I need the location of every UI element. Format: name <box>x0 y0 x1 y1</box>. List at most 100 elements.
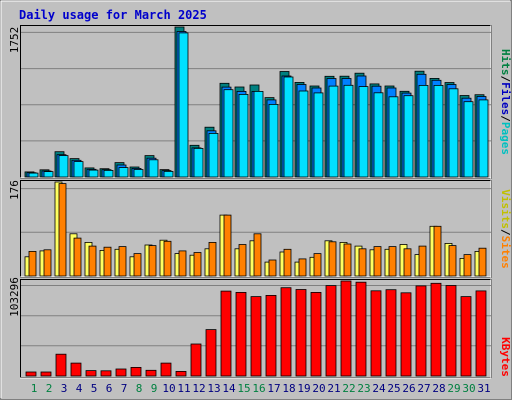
x-tick-label: 27 <box>417 382 430 395</box>
legend-separator: / <box>499 115 512 122</box>
bar-pages-day-26: Pages 26: 950 <box>403 95 414 178</box>
bar-kbytes-day-10: KBytes 10: 14000 <box>160 362 172 377</box>
bar-pages-day-20: Pages 20: 982 <box>313 92 324 178</box>
panel-top-bars: Hits 1: 60Hits 2: 84Hits 3: 296Hits 4: 2… <box>24 26 489 178</box>
bar-pages-day-2: Pages 2: 63 <box>43 171 54 178</box>
x-tick-label: 8 <box>136 382 143 395</box>
x-tick-label: 30 <box>462 382 475 395</box>
bar-pages-day-23: Pages 23: 1056 <box>358 86 369 178</box>
bar-kbytes-day-16: KBytes 16: 86300 <box>250 296 262 377</box>
bar-sites-day-1: Sites 1: 46 <box>28 250 37 277</box>
bar-pages-day-29: Pages 29: 1030 <box>448 88 459 178</box>
legend-visits: Visits <box>499 189 512 229</box>
bar-sites-day-16: Sites 16: 79 <box>253 233 262 277</box>
x-tick-label: 21 <box>327 382 340 395</box>
bar-kbytes-day-26: KBytes 26: 90500 <box>400 292 412 377</box>
panel-middle-bars: Visits 1: 36Visits 2: 47Visits 3: 176Vis… <box>24 181 487 277</box>
x-tick-label: 24 <box>372 382 386 395</box>
panel-bottom-legend: KBytes <box>499 337 512 377</box>
x-tick-label: 2 <box>46 382 53 395</box>
bar-pages-day-1: Pages 1: 45 <box>28 172 39 178</box>
bar-sites-day-13: Sites 13: 63 <box>208 241 217 277</box>
bar-kbytes-day-27: KBytes 27: 98000 <box>415 285 427 377</box>
x-tick-label: 12 <box>192 382 205 395</box>
bar-sites-day-29: Sites 29: 57 <box>448 245 457 277</box>
bar-sites-day-7: Sites 7: 55 <box>118 246 127 277</box>
bar-kbytes-day-21: KBytes 21: 98300 <box>325 285 337 377</box>
bar-sites-day-23: Sites 23: 51 <box>358 248 367 277</box>
x-tick-label: 20 <box>312 382 325 395</box>
bar-pages-day-22: Pages 22: 1071 <box>343 84 354 178</box>
bar-sites-day-8: Sites 8: 42 <box>133 253 142 277</box>
bar-pages-day-21: Pages 21: 1062 <box>328 85 339 178</box>
legend-hits: Hits <box>499 49 512 76</box>
bar-pages-day-19: Pages 19: 1005 <box>298 90 309 178</box>
bar-kbytes-day-31: KBytes 31: 92500 <box>475 290 487 377</box>
legend-separator: / <box>499 229 512 236</box>
x-tick-label: 22 <box>342 382 355 395</box>
chart-title: Daily usage for March 2025 <box>19 8 207 22</box>
bar-sites-day-10: Sites 10: 65 <box>163 240 172 277</box>
bar-kbytes-day-5: KBytes 5: 5900 <box>85 370 97 377</box>
bar-sites-day-31: Sites 31: 52 <box>478 247 487 277</box>
bar-pages-day-25: Pages 25: 937 <box>388 96 399 178</box>
bar-kbytes-day-20: KBytes 20: 90900 <box>310 291 322 377</box>
bar-sites-day-9: Sites 9: 57 <box>148 245 157 277</box>
bar-sites-day-30: Sites 30: 40 <box>463 254 472 277</box>
bar-sites-day-11: Sites 11: 47 <box>178 250 187 277</box>
x-tick-label: 1 <box>31 382 38 395</box>
x-tick-label: 13 <box>207 382 220 395</box>
x-tick-label: 23 <box>357 382 370 395</box>
bar-pages-day-17: Pages 17: 848 <box>268 104 279 178</box>
bar-pages-day-30: Pages 30: 880 <box>463 101 474 178</box>
bar-pages-day-13: Pages 13: 509 <box>208 132 219 178</box>
x-tick-label: 25 <box>387 382 400 395</box>
bar-sites-day-24: Sites 24: 55 <box>373 246 382 277</box>
bar-kbytes-day-9: KBytes 9: 6200 <box>145 369 157 377</box>
bar-sites-day-18: Sites 18: 50 <box>283 248 292 277</box>
panel-top-ymax-label: 1752 <box>8 27 21 54</box>
x-tick-label: 5 <box>91 382 98 395</box>
x-tick-label: 15 <box>237 382 250 395</box>
bar-pages-day-15: Pages 15: 965 <box>238 94 249 178</box>
bar-pages-day-3: Pages 3: 250 <box>58 155 69 178</box>
bar-pages-day-8: Pages 8: 88 <box>133 169 144 178</box>
bar-sites-day-28: Sites 28: 93 <box>433 225 442 277</box>
bar-kbytes-day-6: KBytes 6: 5700 <box>100 370 112 377</box>
bar-pages-day-24: Pages 24: 983 <box>373 92 384 178</box>
bar-sites-day-27: Sites 27: 56 <box>418 245 427 277</box>
x-tick-label: 6 <box>106 382 113 395</box>
panel-kbytes: KBytes 1: 4400KBytes 2: 4400KBytes 3: 23… <box>8 277 512 379</box>
bar-kbytes-day-12: KBytes 12: 34800 <box>190 343 202 377</box>
bar-sites-day-17: Sites 17: 30 <box>268 259 277 277</box>
x-tick-label: 10 <box>162 382 175 395</box>
bar-kbytes-day-11: KBytes 11: 5000 <box>175 370 187 377</box>
bar-pages-day-31: Pages 31: 900 <box>478 99 489 178</box>
bar-pages-day-18: Pages 18: 1168 <box>283 76 294 178</box>
bar-kbytes-day-13: KBytes 13: 50500 <box>205 329 217 377</box>
legend-pages: Pages <box>499 122 512 155</box>
bar-pages-day-14: Pages 14: 1020 <box>223 89 234 178</box>
bar-pages-day-9: Pages 9: 201 <box>148 159 159 178</box>
bar-pages-day-28: Pages 28: 1070 <box>433 85 444 178</box>
bar-kbytes-day-18: KBytes 18: 96000 <box>280 287 292 377</box>
panel-bottom-bars: KBytes 1: 4400KBytes 2: 4400KBytes 3: 23… <box>25 280 487 377</box>
bar-sites-day-21: Sites 21: 64 <box>328 241 337 277</box>
bar-sites-day-26: Sites 26: 51 <box>403 248 412 277</box>
panel-middle-ymax-label: 176 <box>8 180 21 200</box>
bar-sites-day-19: Sites 19: 32 <box>298 258 307 277</box>
x-tick-label: 9 <box>151 382 158 395</box>
panel-visits-sites: Visits 1: 36Visits 2: 47Visits 3: 176Vis… <box>8 180 512 278</box>
bar-pages-day-27: Pages 27: 1070 <box>418 85 429 178</box>
bar-pages-day-12: Pages 12: 334 <box>193 147 204 178</box>
bar-sites-day-5: Sites 5: 56 <box>88 245 97 277</box>
bar-sites-day-6: Sites 6: 54 <box>103 246 112 277</box>
bar-pages-day-10: Pages 10: 65 <box>163 170 174 178</box>
panel-hits-files-pages: Hits 1: 60Hits 2: 84Hits 3: 296Hits 4: 2… <box>8 25 512 179</box>
bar-pages-day-6: Pages 6: 77 <box>103 169 114 178</box>
panel-middle-legend: Visits/Sites <box>499 189 512 269</box>
bar-kbytes-day-8: KBytes 8: 9300 <box>130 366 142 377</box>
bar-sites-day-3: Sites 3: 173 <box>58 183 67 277</box>
bar-kbytes-day-2: KBytes 2: 4400 <box>40 371 52 377</box>
